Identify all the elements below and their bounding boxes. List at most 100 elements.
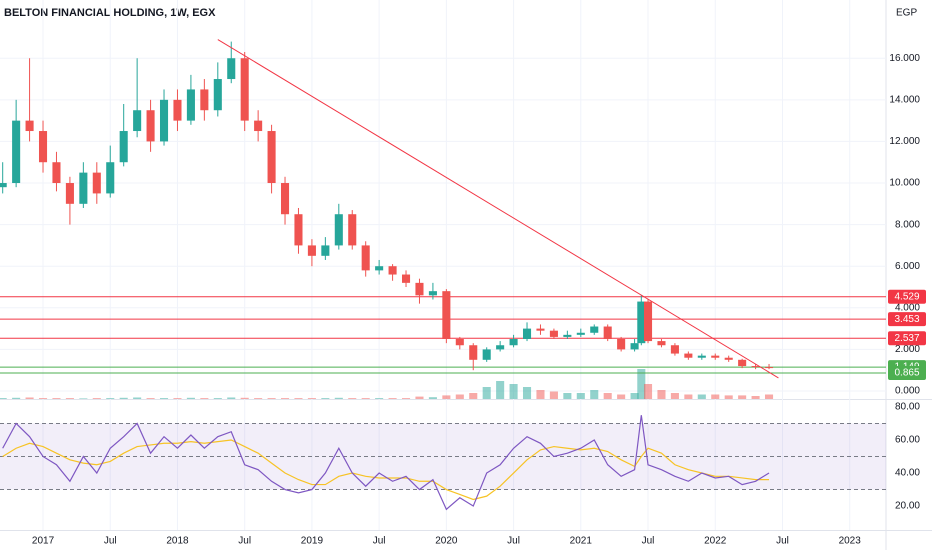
- candle-body: [213, 79, 222, 111]
- volume-bar: [106, 398, 115, 399]
- volume-bar: [321, 398, 330, 399]
- candle-body: [738, 359, 747, 367]
- rsi-tick-label: 40.00: [895, 468, 920, 479]
- candle-body: [482, 349, 491, 360]
- volume-bar: [455, 394, 464, 399]
- volume-bar: [25, 397, 34, 399]
- y-tick-label: 4.000: [895, 302, 920, 313]
- volume-bar: [267, 398, 276, 399]
- volume-bar: [670, 393, 679, 399]
- volume-bar: [697, 394, 706, 399]
- level-label: 4.529: [894, 291, 919, 302]
- candle-body: [442, 291, 451, 340]
- volume-bar: [590, 390, 599, 399]
- volume-bar: [375, 398, 384, 399]
- volume-bar: [146, 398, 155, 399]
- volume-bar: [509, 384, 518, 399]
- volume-bar: [361, 398, 370, 399]
- volume-bar: [173, 398, 182, 399]
- volume-bar: [496, 381, 505, 399]
- volume-bar: [92, 398, 101, 399]
- level-label: 0.865: [894, 368, 919, 379]
- candle-body: [348, 214, 357, 246]
- x-tick-label: 2017: [32, 536, 55, 547]
- volume-bar: [186, 397, 195, 399]
- volume-bar: [563, 393, 572, 399]
- volume-bar: [415, 396, 424, 399]
- candle-body: [146, 110, 155, 142]
- y-tick-label: 16.000: [889, 53, 920, 64]
- volume-bar: [764, 394, 774, 399]
- rsi-tick-label: 20.00: [895, 501, 920, 512]
- volume-bar: [227, 397, 236, 399]
- volume-bar: [549, 391, 558, 399]
- rsi-ma-line: [2, 439, 770, 501]
- volume-bar: [334, 397, 343, 399]
- volume-bar: [213, 398, 222, 399]
- volume-bar: [254, 398, 263, 399]
- candle-body: [751, 366, 760, 368]
- x-tick-label: Jul: [238, 536, 251, 547]
- volume-bar: [388, 398, 397, 399]
- volume-bar: [52, 398, 61, 399]
- volume-bar: [428, 397, 437, 399]
- candle-body: [576, 332, 585, 335]
- candle-body: [388, 266, 397, 275]
- y-tick-label: 6.000: [895, 261, 920, 272]
- y-unit: EGP: [896, 8, 917, 19]
- level-label: 2.537: [894, 333, 919, 344]
- level-label-box: [888, 289, 926, 304]
- candle-body: [469, 345, 478, 360]
- volume-bar: [280, 398, 290, 399]
- candle-body: [361, 245, 370, 271]
- candle-body: [119, 131, 128, 163]
- trend-line: [217, 39, 779, 379]
- candle-body: [415, 282, 424, 296]
- volume-bar: [307, 398, 316, 399]
- volume-bar: [442, 395, 451, 399]
- candle-body: [294, 214, 303, 246]
- candle-body: [79, 172, 88, 204]
- candle-body: [657, 341, 666, 346]
- level-label-box: [888, 331, 926, 346]
- candle-body: [764, 367, 774, 369]
- volume-bar: [38, 398, 48, 399]
- volume-bar: [576, 393, 585, 399]
- volume-bar: [684, 394, 693, 399]
- candle-body: [307, 245, 316, 256]
- candle-body: [536, 328, 545, 331]
- volume-bar: [522, 387, 532, 399]
- candle-body: [92, 172, 101, 194]
- x-tick-label: 2023: [839, 536, 862, 547]
- candle-body: [12, 120, 21, 184]
- candle-body: [590, 326, 599, 333]
- candle-body: [711, 355, 720, 358]
- candle-body: [25, 120, 34, 132]
- level-label-box: [888, 366, 926, 381]
- x-tick-label: 2019: [301, 536, 324, 547]
- candle-body: [630, 343, 639, 350]
- candle-body: [670, 345, 679, 354]
- volume-bar: [630, 393, 639, 399]
- candle-body: [280, 183, 290, 215]
- candle-body: [637, 301, 646, 344]
- volume-bar: [724, 395, 733, 399]
- candle-body: [106, 162, 115, 194]
- candle-body: [509, 339, 518, 346]
- volume-bar: [657, 390, 666, 399]
- candle-body: [38, 131, 48, 163]
- candle-body: [65, 183, 74, 204]
- candle-body: [496, 345, 505, 350]
- volume-bar: [637, 369, 646, 399]
- rsi-line: [2, 415, 770, 511]
- volume-bar: [159, 398, 169, 399]
- volume-bar: [617, 394, 626, 399]
- volume-bar: [0, 398, 7, 399]
- candle-body: [603, 326, 612, 340]
- volume-bar: [12, 397, 21, 399]
- volume-bar: [643, 384, 653, 399]
- x-tick-label: 2022: [704, 536, 727, 547]
- volume-bar: [603, 393, 612, 399]
